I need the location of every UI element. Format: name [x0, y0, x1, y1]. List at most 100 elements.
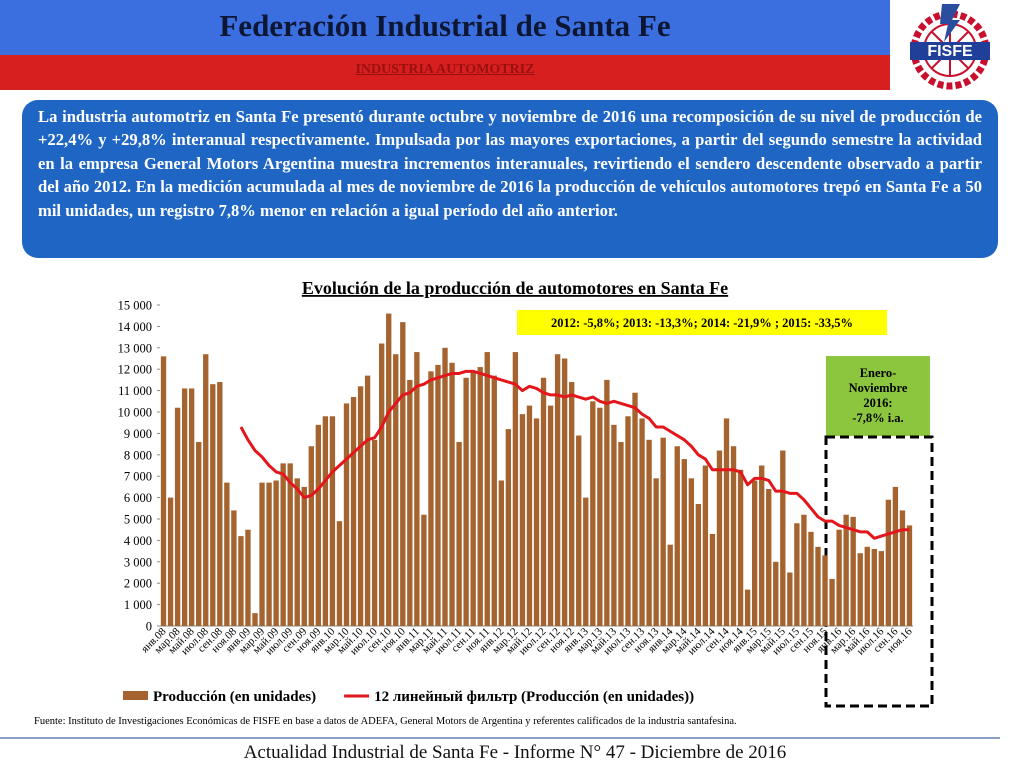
highlight-frame	[824, 435, 934, 708]
bar	[660, 437, 666, 626]
bar	[167, 497, 174, 626]
logo-bolt	[940, 4, 960, 42]
footer-line	[0, 737, 1000, 739]
subtitle-band	[0, 55, 890, 90]
bar	[801, 514, 807, 626]
source-note: Fuente: Instituto de Investigaciones Eco…	[34, 716, 737, 727]
bar	[611, 424, 617, 626]
bar	[681, 459, 687, 626]
bar	[688, 478, 694, 626]
bar	[449, 362, 455, 626]
bar	[850, 516, 856, 626]
logo: FISFE	[910, 4, 990, 90]
y-tick-label: 15 000	[118, 299, 152, 313]
bar	[259, 482, 265, 626]
bar	[505, 429, 512, 626]
y-tick-label: 2 000	[124, 577, 152, 591]
bar	[561, 358, 568, 626]
bar	[435, 364, 441, 626]
bar	[266, 482, 272, 626]
bar	[906, 525, 913, 626]
bar	[780, 450, 786, 626]
y-tick-label: 12 000	[118, 363, 152, 377]
bar	[371, 439, 378, 626]
bar	[491, 375, 497, 626]
bar	[878, 551, 885, 626]
bar	[723, 418, 730, 626]
bar	[336, 521, 343, 626]
bar	[667, 544, 673, 626]
bar	[871, 548, 877, 626]
bar	[442, 347, 448, 626]
bar	[519, 414, 526, 626]
bar	[456, 441, 462, 626]
y-tick-label: 7 000	[124, 470, 152, 484]
legend-swatch	[123, 691, 148, 700]
bar	[280, 463, 286, 626]
y-tick-label: 14 000	[118, 320, 152, 334]
bar	[695, 504, 702, 626]
bar	[836, 529, 842, 626]
bar	[857, 553, 863, 626]
bar	[428, 371, 434, 626]
bar	[294, 478, 300, 626]
bar	[463, 377, 469, 626]
bar	[238, 536, 244, 626]
bar	[498, 480, 504, 626]
bar	[273, 480, 279, 626]
bar	[646, 439, 652, 626]
bar	[730, 446, 737, 626]
bar	[885, 499, 892, 626]
bar	[188, 388, 195, 626]
bar	[716, 450, 723, 626]
highlight-text: Enero-	[860, 366, 897, 380]
bar	[231, 510, 237, 626]
bar	[702, 465, 709, 626]
legend-label: 12 линейный фильтр (Producción (en unida…	[374, 689, 694, 705]
y-tick-label: 0	[146, 620, 152, 634]
bar	[308, 446, 314, 626]
bar	[899, 510, 906, 626]
bar	[822, 555, 828, 626]
bar	[414, 352, 420, 626]
bar	[744, 589, 751, 626]
bar	[484, 352, 490, 626]
y-tick-label: 10 000	[118, 406, 152, 420]
bar	[301, 486, 307, 626]
footer: Actualidad Industrial de Santa Fe - Info…	[243, 742, 787, 763]
bar	[470, 371, 476, 626]
bar	[196, 441, 202, 626]
bar	[329, 416, 336, 626]
bar	[181, 388, 188, 626]
bar	[400, 322, 406, 626]
bar	[421, 514, 427, 626]
y-tick-label: 3 000	[124, 555, 152, 569]
bar	[864, 546, 870, 626]
bar	[477, 367, 483, 626]
y-tick-label: 4 000	[124, 534, 152, 548]
bar	[322, 416, 329, 626]
bar	[364, 375, 371, 626]
highlight-box	[826, 356, 930, 436]
bar	[576, 435, 582, 626]
bar	[393, 354, 399, 626]
y-tick-label: 13 000	[118, 341, 152, 355]
bar	[174, 407, 181, 626]
bar	[540, 377, 547, 626]
legend-label: Producción (en unidades)	[153, 689, 316, 705]
y-tick-label: 11 000	[118, 384, 152, 398]
bar	[160, 356, 167, 626]
bar	[709, 533, 716, 626]
highlight-text: -7,8% i.a.	[852, 411, 903, 425]
bar	[210, 384, 216, 626]
bar	[787, 572, 793, 626]
y-tick-label: 5 000	[124, 513, 152, 527]
bar	[583, 497, 589, 626]
bar	[287, 463, 293, 626]
bar	[751, 480, 758, 626]
bar	[252, 613, 258, 626]
header-band	[0, 0, 890, 55]
bar	[632, 392, 638, 626]
bar	[604, 379, 610, 626]
